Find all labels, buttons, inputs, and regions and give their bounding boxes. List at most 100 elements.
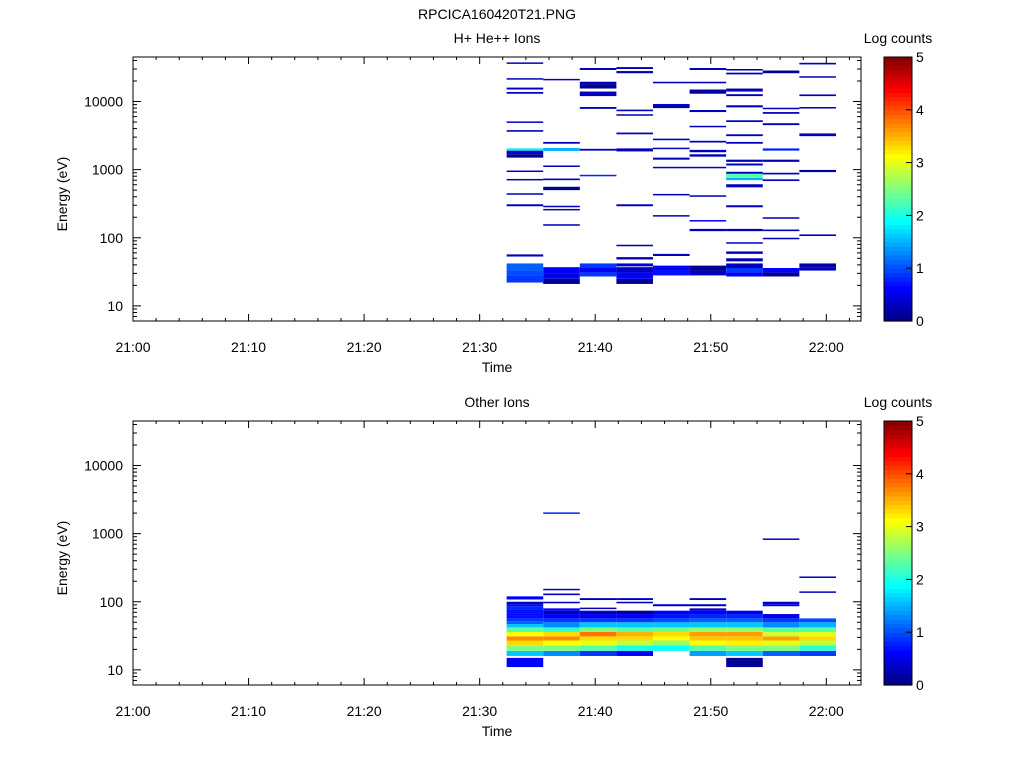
heatmap-cell: [726, 267, 763, 273]
y-tick-label: 10: [107, 662, 123, 678]
heatmap-cell: [726, 134, 763, 137]
heatmap-cell: [799, 627, 836, 632]
x-tick-label: 21:40: [578, 703, 613, 719]
colorbar-step: [884, 228, 912, 234]
heatmap-cell: [506, 624, 544, 628]
heatmap-cell: [653, 618, 690, 623]
x-tick-label: 21:00: [115, 339, 150, 355]
colorbar-step: [884, 312, 912, 318]
heatmap-cell: [543, 208, 580, 211]
heatmap-cell: [689, 195, 727, 197]
heatmap-cell: [579, 607, 617, 610]
heatmap-cell: [506, 650, 544, 656]
colorbar-step: [884, 303, 912, 309]
heatmap-cell: [653, 166, 690, 169]
heatmap-cell: [689, 604, 727, 607]
x-axis-label: Time: [482, 723, 513, 739]
heatmap-cell: [616, 109, 653, 112]
heatmap-cell: [653, 640, 690, 646]
x-tick-label: 21:30: [462, 339, 497, 355]
heatmap-cell: [762, 112, 800, 114]
heatmap-cell: [616, 650, 653, 656]
heatmap-cell: [579, 645, 617, 651]
heatmap-cell: [653, 627, 690, 632]
x-tick-label: 21:00: [115, 703, 150, 719]
heatmap-cell: [543, 645, 580, 651]
heatmap-cell: [579, 81, 617, 85]
heatmap-cell: [689, 166, 727, 169]
colorbar-step: [884, 246, 912, 252]
heatmap-cell: [689, 154, 727, 157]
heatmap-cell: [616, 618, 653, 623]
heatmap-cell: [762, 148, 800, 151]
heatmap-cell: [616, 244, 653, 247]
heatmap-cell: [653, 157, 690, 160]
heatmap-cell: [762, 650, 800, 656]
colorbar-step: [884, 632, 912, 638]
heatmap-cell: [762, 272, 800, 277]
colorbar-step: [884, 575, 912, 580]
heatmap-cell: [762, 229, 800, 232]
heatmap-cell: [506, 621, 544, 625]
colorbar-step: [884, 649, 912, 655]
heatmap-cell: [579, 627, 617, 632]
heatmap-cell: [762, 627, 800, 632]
y-tick-label: 1000: [92, 526, 123, 542]
heatmap-cell: [616, 598, 653, 601]
colorbar-step: [884, 522, 912, 528]
heatmap-cell: [726, 171, 763, 174]
heatmap-cell: [653, 103, 690, 106]
colorbar-step: [884, 504, 912, 510]
heatmap-cell: [543, 622, 580, 628]
heatmap-cell: [616, 272, 653, 279]
colorbar-step: [884, 180, 912, 186]
heatmap-cell: [653, 622, 690, 628]
heatmap-cell: [653, 270, 690, 276]
y-tick-label: 10000: [84, 94, 123, 110]
colorbar-step: [884, 237, 912, 243]
heatmap-cell: [689, 631, 727, 637]
heatmap-cell: [616, 148, 653, 152]
heatmap-cell: [543, 608, 580, 611]
heatmap-cell: [506, 178, 544, 181]
heatmap-cell: [579, 631, 617, 637]
heatmap-cell: [799, 62, 836, 65]
colorbar-step: [884, 268, 912, 274]
heatmap-cell: [579, 68, 617, 70]
colorbar: 0 1 2 3 4 5 Log counts: [864, 394, 933, 693]
heatmap-cell: [543, 141, 580, 144]
colorbar-step: [884, 184, 912, 190]
heatmap-cell: [653, 215, 690, 217]
plot-frame: [132, 56, 862, 322]
heatmap-cell: [506, 640, 544, 646]
heatmap-cell: [726, 251, 763, 254]
heatmap-cell: [689, 149, 727, 153]
colorbar-step: [884, 605, 912, 611]
heatmap-cell: [653, 147, 690, 150]
heatmap-cell: [653, 636, 690, 641]
heatmap-cell: [762, 217, 800, 219]
panel-title: H+ He++ Ions: [454, 30, 541, 46]
heatmap-cell: [653, 81, 690, 84]
heatmap-cell: [506, 611, 544, 614]
colorbar-step: [884, 79, 912, 84]
colorbar-step: [884, 83, 912, 89]
heatmap-cell: [543, 610, 580, 615]
heatmap-cell: [543, 650, 580, 656]
colorbar-step: [884, 167, 912, 172]
heatmap-cell: [616, 257, 653, 260]
colorbar-tick-label: 2: [916, 571, 924, 587]
heatmap-cell: [579, 107, 617, 109]
colorbar-step: [884, 539, 912, 545]
plot-area: [133, 57, 861, 321]
heatmap-cell: [579, 622, 617, 628]
colorbar-step: [884, 583, 912, 589]
heatmap-cell: [543, 614, 580, 619]
colorbar-step: [884, 443, 912, 448]
heatmap-cell: [799, 640, 836, 646]
heatmap-cell: [762, 604, 800, 607]
heatmap-cell: [616, 114, 653, 116]
colorbar-step: [884, 425, 912, 431]
colorbar-step: [884, 619, 912, 624]
y-tick-label: 10000: [84, 458, 123, 474]
